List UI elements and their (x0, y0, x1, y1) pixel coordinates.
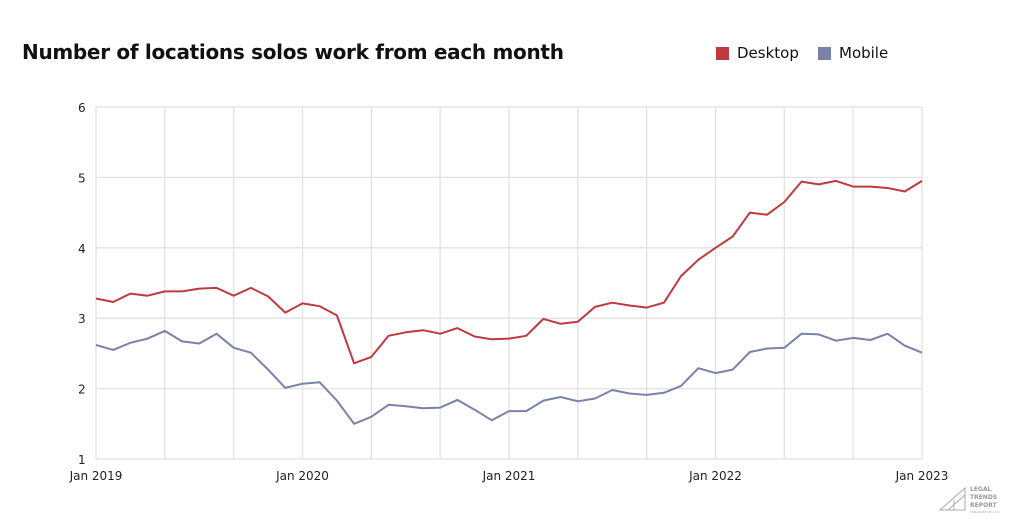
y-tick-label: 3 (78, 312, 86, 326)
x-tick-label: Jan 2022 (688, 469, 742, 483)
x-tick-label: Jan 2020 (275, 469, 329, 483)
legend-label-mobile: Mobile (839, 44, 889, 62)
y-tick-label: 2 (78, 383, 86, 397)
x-tick-label: Jan 2019 (69, 469, 123, 483)
y-tick-label: 6 (78, 101, 86, 115)
legend-item-desktop: Desktop (716, 44, 799, 62)
legend-swatch-desktop (716, 46, 729, 60)
x-tick-label: Jan 2023 (895, 469, 949, 483)
x-tick-label: Jan 2021 (482, 469, 536, 483)
y-tick-label: 4 (78, 242, 86, 256)
legend-label-desktop: Desktop (737, 44, 799, 62)
series-line-desktop (95, 179, 923, 365)
legend-item-mobile: Mobile (818, 44, 888, 62)
series-line-mobile (95, 329, 923, 425)
legend-swatch-mobile (818, 46, 831, 60)
chart-title: Number of locations solos work from each… (22, 40, 564, 64)
y-tick-label: 1 (78, 453, 86, 467)
y-tick-label: 5 (78, 171, 86, 185)
